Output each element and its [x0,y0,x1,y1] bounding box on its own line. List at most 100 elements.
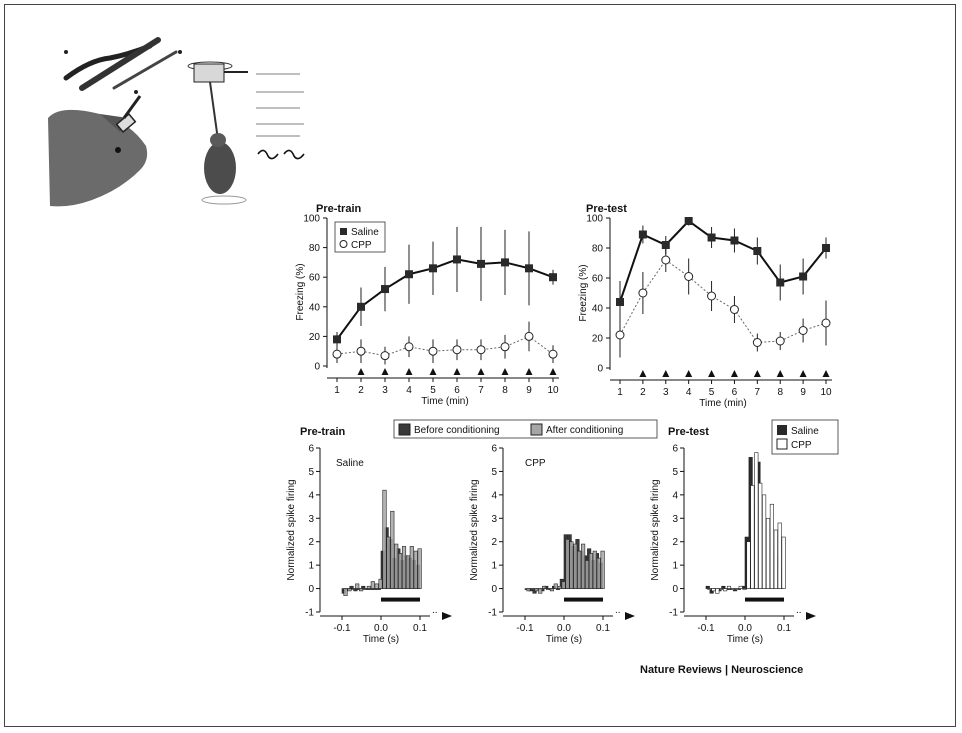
bar-series-2 [530,588,535,590]
saline-data-point [730,236,739,245]
y-tick-label: 6 [491,444,497,455]
cpp-data-point [476,345,486,355]
legend-saline-marker [340,228,347,235]
x-tick-label: 6 [454,385,460,396]
bar-series-2 [742,588,747,590]
bar-series-2 [596,557,601,589]
y-tick-label: 3 [672,514,678,525]
bar-series-2 [394,543,399,589]
cpp-data-point [707,291,717,301]
legend-after-label: After conditioning [546,425,623,436]
x-tick-label: 7 [755,387,761,398]
chart-title: Pre-train [316,203,362,215]
x-axis-label: Time (s) [546,634,582,645]
bar-series-2 [577,550,582,589]
legend-before-marker [398,423,411,436]
y-tick-label: 4 [491,490,497,501]
bar-series-2 [534,588,539,592]
bar-series-2 [378,578,383,589]
y-tick-label: 20 [592,334,604,345]
y-tick-label: 4 [672,490,678,501]
legend-cpp-marker [339,240,348,248]
stimulus-marker [429,368,437,375]
standing-rat-illustration [204,142,236,194]
axis-break-mark: .. [432,605,438,616]
x-tick-label: 0.1 [413,623,427,634]
cpp-data-point [775,336,785,346]
y-tick-label: 60 [309,273,321,284]
cpp-data-point [638,288,648,298]
stimulus-marker [405,368,413,375]
slide-frame [4,4,956,727]
x-tick-label: -0.1 [333,623,351,634]
x-tick-label: 8 [777,387,783,398]
chart-title: Pre-test [586,203,627,215]
stimulus-marker [381,368,389,375]
x-axis-arrow [806,612,816,620]
bar-series-2 [347,588,352,592]
y-tick-label: 0 [672,584,678,595]
saline-data-point [477,259,485,268]
bar-series-1 [705,585,710,589]
bar-series-2 [711,588,716,592]
bar-series-2 [343,588,348,596]
x-tick-label: 5 [430,385,436,396]
y-tick-label: 100 [303,214,320,225]
stimulus-marker [525,368,533,375]
bar-series-2 [715,588,720,594]
cpp-data-point [380,351,390,361]
bar-series-2 [723,588,728,592]
illustration-dot [64,50,68,54]
bar-series-2 [765,517,771,589]
saline-series-line [619,219,827,303]
bar-series-2 [777,522,782,589]
y-tick-label: 80 [309,243,321,254]
recording-traces [256,73,304,137]
rod-illustration [79,37,161,91]
y-tick-label: 0 [597,364,603,375]
bar-series-2 [730,588,735,590]
x-axis-label: Time (min) [421,396,468,407]
cpp-data-point [548,349,558,359]
freezing-chart-pre-train: Pre-train 0 20 40 60 80 100 1 2 3 4 5 6 7 8 9 10 Time (mi… [295,203,559,407]
x-axis-label: Time (s) [727,634,763,645]
y-tick-label: -1 [305,608,314,619]
stimulus-marker [357,368,365,375]
cpp-series-line [336,335,554,357]
saline-data-point [357,302,365,311]
axis-break-mark: .. [615,605,621,616]
rod-illustration [112,50,178,90]
chart-title: Pre-test [668,426,709,438]
saline-data-point [799,272,808,281]
bar-series-2 [754,452,759,589]
x-tick-label: 7 [478,385,484,396]
bar-series-2 [726,585,732,589]
figure-credit: Nature Reviews | Neuroscience [640,664,804,676]
x-tick-label: 5 [709,387,715,398]
chart-title: Pre-train [300,426,346,438]
bar-series-2 [538,588,543,594]
y-axis-label: Freezing (%) [578,264,589,321]
stimulus-marker [708,370,716,377]
stimulus-marker [477,368,485,375]
bar-series-2 [398,553,403,589]
bar-series-2 [561,581,566,589]
stimulus-bar [564,597,603,602]
y-tick-label: 60 [592,274,604,285]
bar-series-2 [758,482,763,589]
freezing-chart-pre-test: Pre-test 0 20 40 60 80 100 1 2 3 4 5 6 7 8 9 10 Time (min… [578,203,832,409]
y-axis-label: Normalized spike firing [650,479,661,580]
legend-cpp-label: CPP [351,240,372,251]
stimulus-bar [745,597,784,602]
y-tick-label: 100 [586,214,603,225]
legend-cpp-label: CPP [791,440,812,451]
x-tick-label: 9 [526,385,532,396]
bar-series-2 [351,588,356,590]
y-tick-label: -1 [669,608,678,619]
panel-label: CPP [525,458,546,469]
bar-series-2 [355,583,360,589]
y-axis-label: Normalized spike firing [286,479,297,580]
y-tick-label: 40 [592,304,604,315]
y-tick-label: 0 [314,362,320,373]
